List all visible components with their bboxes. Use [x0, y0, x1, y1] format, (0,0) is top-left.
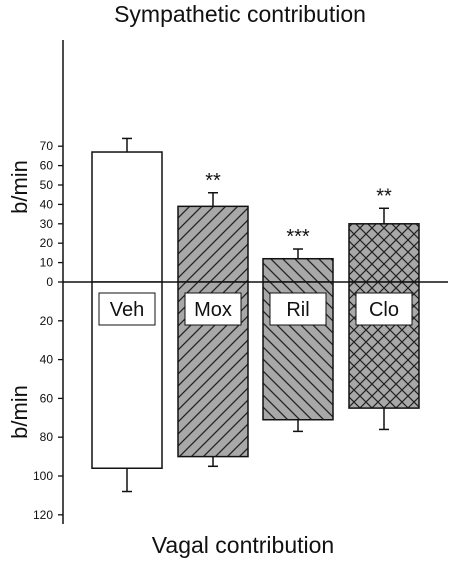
- y-axis-label-bottom: b/min: [7, 385, 32, 439]
- bar-sympathetic: [262, 257, 334, 283]
- significance-marker: **: [205, 170, 221, 192]
- y-tick-label: 40: [40, 353, 54, 367]
- x-axis-label: Vagal contribution: [152, 532, 334, 558]
- y-tick-label: 10: [40, 256, 54, 270]
- y-tick-label: 20: [40, 236, 54, 250]
- category-label: Ril: [286, 299, 309, 321]
- category-label-box: [98, 292, 156, 326]
- category-label: Veh: [110, 299, 144, 321]
- y-tick-label: 30: [40, 217, 54, 231]
- category-label-box: [269, 292, 327, 326]
- y-tick-label: 60: [40, 159, 54, 173]
- category-label: Clo: [369, 299, 399, 321]
- category-label-box: [355, 292, 413, 326]
- significance-marker: ***: [286, 226, 310, 248]
- significance-marker: **: [376, 185, 392, 207]
- y-tick-label: 50: [40, 178, 54, 192]
- y-tick-label: 80: [40, 430, 54, 444]
- y-tick-label: 40: [40, 197, 54, 211]
- y-tick-label: 100: [33, 469, 53, 483]
- category-label-box: [184, 292, 242, 326]
- bar-sympathetic: [348, 223, 420, 283]
- bar-sympathetic: [91, 151, 163, 283]
- y-axis-label-top: b/min: [7, 160, 32, 214]
- bar-sympathetic: [177, 205, 249, 283]
- y-tick-label: 120: [33, 508, 53, 522]
- y-tick-label: 60: [40, 391, 54, 405]
- chart-title: Sympathetic contribution: [114, 1, 366, 27]
- category-label: Mox: [194, 299, 232, 321]
- y-tick-label: 70: [40, 139, 54, 153]
- y-tick-label: 0: [46, 275, 53, 289]
- y-tick-label: 20: [40, 314, 54, 328]
